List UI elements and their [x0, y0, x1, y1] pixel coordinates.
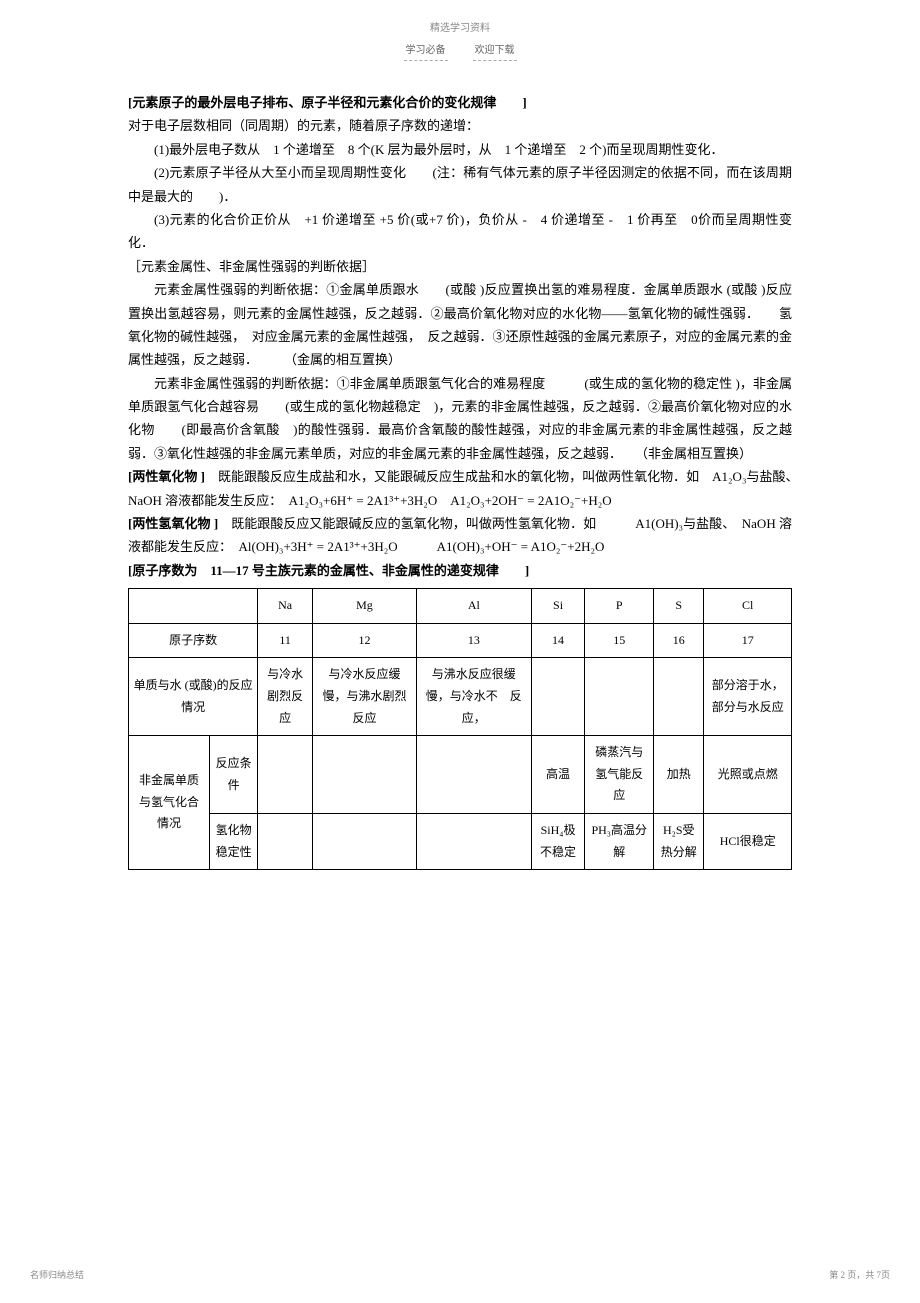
header-cl: Cl: [704, 589, 792, 624]
section1-title: [元素原子的最外层电子排布、原子半径和元素化合价的变化规律 ]: [128, 91, 792, 114]
reaction-na: 与冷水剧烈反应: [258, 658, 313, 736]
section3-body: 既能跟酸反应生成盐和水，又能跟碱反应生成盐和水的氧化物，叫做两性氧化物．如 A1…: [128, 469, 805, 507]
table-atomic-row: 原子序数 11 12 13 14 15 16 17: [129, 623, 792, 658]
stability-s: H₂S受热分解: [654, 813, 704, 869]
table-reaction-row: 单质与水 (或酸)的反应情况 与冷水剧烈反应 与冷水反应缓慢，与沸水剧烈反应 与…: [129, 658, 792, 736]
section3: [两性氧化物 ] 既能跟酸反应生成盐和水，又能跟碱反应生成盐和水的氧化物，叫做两…: [128, 465, 792, 512]
reaction-s: [654, 658, 704, 736]
stability-al: [416, 813, 531, 869]
atomic-si: 14: [531, 623, 585, 658]
stability-na: [258, 813, 313, 869]
atomic-al: 13: [416, 623, 531, 658]
header-sub-right: 欢迎下载: [473, 42, 517, 61]
stability-cl: HCl很稳定: [704, 813, 792, 869]
atomic-na: 11: [258, 623, 313, 658]
section2-p2: 元素非金属性强弱的判断依据：①非金属单质跟氢气化合的难易程度 (或生成的氢化物的…: [128, 372, 792, 466]
section1-p3: (2)元素原子半径从大至小而呈现周期性变化 (注：稀有气体元素的原子半径因测定的…: [128, 161, 792, 208]
condition-mg: [313, 736, 417, 814]
atomic-mg: 12: [313, 623, 417, 658]
section4-title: [两性氢氧化物 ]: [128, 516, 218, 531]
section1-p4: (3)元素的化合价正价从 +1 价递增至 +5 价(或+7 价)，负价从 - 4…: [128, 208, 792, 255]
header-blank: [129, 589, 258, 624]
reaction-si: [531, 658, 585, 736]
reaction-p: [585, 658, 654, 736]
stability-mg: [313, 813, 417, 869]
stability-si: SiH₄极不稳定: [531, 813, 585, 869]
reaction-al: 与沸水反应很缓慢，与冷水不 反应，: [416, 658, 531, 736]
reaction-mg: 与冷水反应缓慢，与沸水剧烈反应: [313, 658, 417, 736]
section5-title: [原子序数为 11—17 号主族元素的金属性、非金属性的递变规律 ]: [128, 559, 792, 582]
condition-s: 加热: [654, 736, 704, 814]
atomic-p: 15: [585, 623, 654, 658]
header-sub-left: 学习必备: [404, 42, 448, 61]
header-p: P: [585, 589, 654, 624]
table-condition-row: 非金属单质与氢气化合情况 反应条件 高温 磷蒸汽与氢气能反应 加热 光照或点燃: [129, 736, 792, 814]
header-sub: 学习必备 欢迎下载: [0, 38, 920, 91]
footer-right: 第 2 页，共 7页: [829, 1267, 890, 1283]
nonmetal-label: 非金属单质与氢气化合情况: [129, 736, 210, 870]
footer: 名师归纳总结 第 2 页，共 7页: [0, 1267, 920, 1283]
header-s: S: [654, 589, 704, 624]
table-stability-row: 氢化物稳定性 SiH₄极不稳定 PH₃高温分解 H₂S受热分解 HCl很稳定: [129, 813, 792, 869]
main-content: [元素原子的最外层电子排布、原子半径和元素化合价的变化规律 ] 对于电子层数相同…: [0, 91, 920, 870]
section3-title: [两性氧化物 ]: [128, 469, 205, 484]
condition-si: 高温: [531, 736, 585, 814]
condition-al: [416, 736, 531, 814]
condition-na: [258, 736, 313, 814]
header-top: 精选学习资料: [0, 0, 920, 38]
condition-label: 反应条件: [209, 736, 257, 814]
section4-body: 既能跟酸反应又能跟碱反应的氢氧化物，叫做两性氢氧化物．如 A1(OH)₃与盐酸、…: [128, 516, 792, 554]
condition-p: 磷蒸汽与氢气能反应: [585, 736, 654, 814]
header-na: Na: [258, 589, 313, 624]
stability-label: 氢化物稳定性: [209, 813, 257, 869]
section1-p2: (1)最外层电子数从 1 个递增至 8 个(K 层为最外层时，从 1 个递增至 …: [128, 138, 792, 161]
table-header-row: Na Mg Al Si P S Cl: [129, 589, 792, 624]
reaction-cl: 部分溶于水，部分与水反应: [704, 658, 792, 736]
reaction-label: 单质与水 (或酸)的反应情况: [129, 658, 258, 736]
section2-title: ［元素金属性、非金属性强弱的判断依据］: [128, 255, 792, 278]
stability-p: PH₃高温分解: [585, 813, 654, 869]
condition-cl: 光照或点燃: [704, 736, 792, 814]
header-mg: Mg: [313, 589, 417, 624]
header-al: Al: [416, 589, 531, 624]
header-si: Si: [531, 589, 585, 624]
atomic-label: 原子序数: [129, 623, 258, 658]
section2-p1: 元素金属性强弱的判断依据：①金属单质跟水 (或酸 )反应置换出氢的难易程度．金属…: [128, 278, 792, 372]
section4: [两性氢氧化物 ] 既能跟酸反应又能跟碱反应的氢氧化物，叫做两性氢氧化物．如 A…: [128, 512, 792, 559]
section1-p1: 对于电子层数相同（同周期）的元素，随着原子序数的递增：: [128, 114, 792, 137]
atomic-cl: 17: [704, 623, 792, 658]
atomic-s: 16: [654, 623, 704, 658]
footer-left: 名师归纳总结: [30, 1267, 84, 1283]
periodic-table: Na Mg Al Si P S Cl 原子序数 11 12 13 14 15 1…: [128, 588, 792, 870]
